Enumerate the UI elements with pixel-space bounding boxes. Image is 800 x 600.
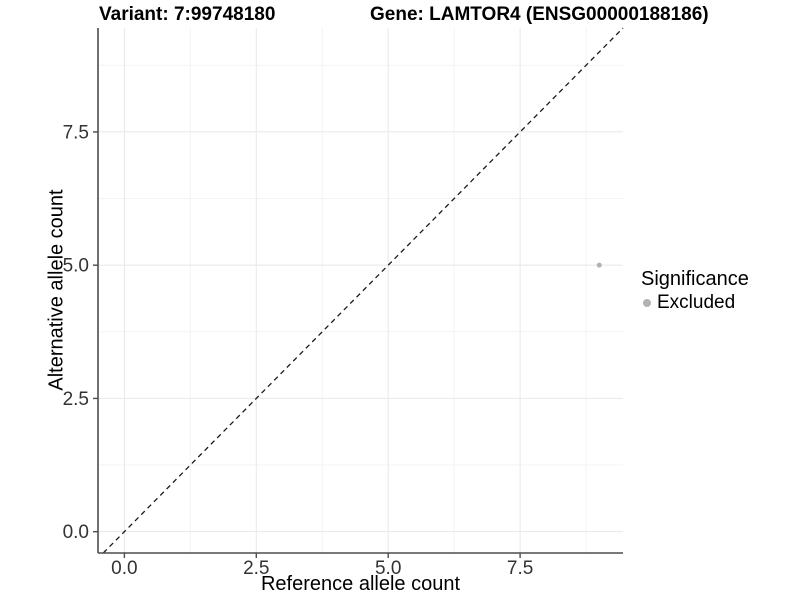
y-tick-label: 2.5 [63, 389, 89, 410]
identity-dashed-line [102, 27, 624, 554]
legend: Significance Excluded [638, 268, 749, 314]
gene-title: Gene: LAMTOR4 (ENSG00000188186) [370, 4, 709, 25]
y-axis-title: Alternative allele count [45, 189, 68, 391]
legend-title: Significance [641, 268, 749, 290]
variant-title: Variant: 7:99748180 [99, 4, 276, 25]
y-tick-label: 0.0 [63, 522, 89, 543]
x-tick-label: 2.5 [243, 558, 269, 579]
y-tick-label: 5.0 [63, 256, 89, 277]
legend-item-label: Excluded [657, 292, 736, 313]
y-tick-label: 7.5 [63, 122, 89, 143]
x-tick-label: 5.0 [375, 558, 401, 579]
data-point[interactable] [596, 262, 602, 268]
x-tick-label: 7.5 [507, 558, 533, 579]
x-tick-label: 0.0 [111, 558, 137, 579]
legend-item-excluded: Excluded [638, 292, 749, 314]
excluded-point-icon [643, 299, 651, 307]
x-axis-title: Reference allele count [260, 573, 460, 595]
